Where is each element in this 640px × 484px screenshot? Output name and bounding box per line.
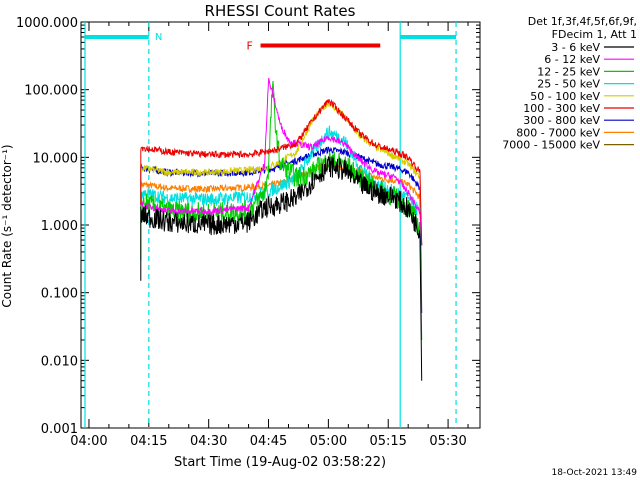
- x-tick-label: 04:15: [130, 434, 167, 449]
- y-tick-label: 1.000: [41, 219, 78, 234]
- y-tick-label: 0.001: [41, 422, 78, 437]
- x-axis: 04:00 04:15 04:30 04:45 05:00 05:15 05:30: [70, 22, 469, 449]
- x-tick-label: 05:30: [429, 434, 466, 449]
- night-label: N: [155, 32, 162, 43]
- legend-label: 300 - 800 keV: [523, 114, 600, 127]
- x-tick-label: 05:15: [369, 434, 406, 449]
- legend-header-line-1: Det 1f,3f,4f,5f,6f,9f,: [528, 15, 637, 28]
- legend-label: 12 - 25 keV: [537, 65, 600, 78]
- x-tick-label: 05:00: [310, 434, 347, 449]
- y-tick-label: 0.010: [41, 354, 78, 369]
- flare-label: F: [247, 39, 253, 52]
- y-tick-label: 1000.000: [16, 16, 78, 31]
- legend-label: 3 - 6 keV: [551, 41, 600, 54]
- series-line: [140, 156, 423, 381]
- legend-label: 7000 - 15000 keV: [502, 139, 600, 152]
- x-tick-label: 04:30: [190, 434, 227, 449]
- legend-header-line-2: FDecim 1, Att 1: [552, 28, 637, 41]
- legend-label: 800 - 7000 keV: [516, 126, 600, 139]
- x-axis-label: Start Time (19-Aug-02 03:58:22): [174, 455, 386, 470]
- y-tick-label: 10.000: [33, 151, 79, 166]
- x-tick-label: 04:45: [250, 434, 287, 449]
- legend-label: 100 - 300 keV: [523, 102, 600, 115]
- y-tick-label: 0.100: [41, 287, 78, 302]
- legend: Det 1f,3f,4f,5f,6f,9f, FDecim 1, Att 1 3…: [502, 15, 637, 152]
- plot-timestamp: 18-Oct-2021 13:49: [552, 468, 638, 478]
- series-layer: [140, 77, 423, 381]
- series-line: [140, 98, 423, 246]
- x-tick-label: 04:00: [70, 434, 107, 449]
- y-axis: 0.001 0.010 0.100 1.000 10.000 100.000 1000.00…: [16, 16, 480, 437]
- chart-title: RHESSI Count Rates: [205, 2, 356, 20]
- y-tick-label: 100.000: [24, 84, 78, 99]
- legend-label: 50 - 100 keV: [530, 90, 600, 103]
- series-line: [140, 77, 423, 246]
- orbit-annotations: NF: [84, 22, 457, 428]
- legend-label: 25 - 50 keV: [537, 78, 600, 91]
- y-axis-label: Count Rate (s⁻¹ detector⁻¹): [0, 144, 14, 307]
- legend-label: 6 - 12 keV: [544, 53, 600, 66]
